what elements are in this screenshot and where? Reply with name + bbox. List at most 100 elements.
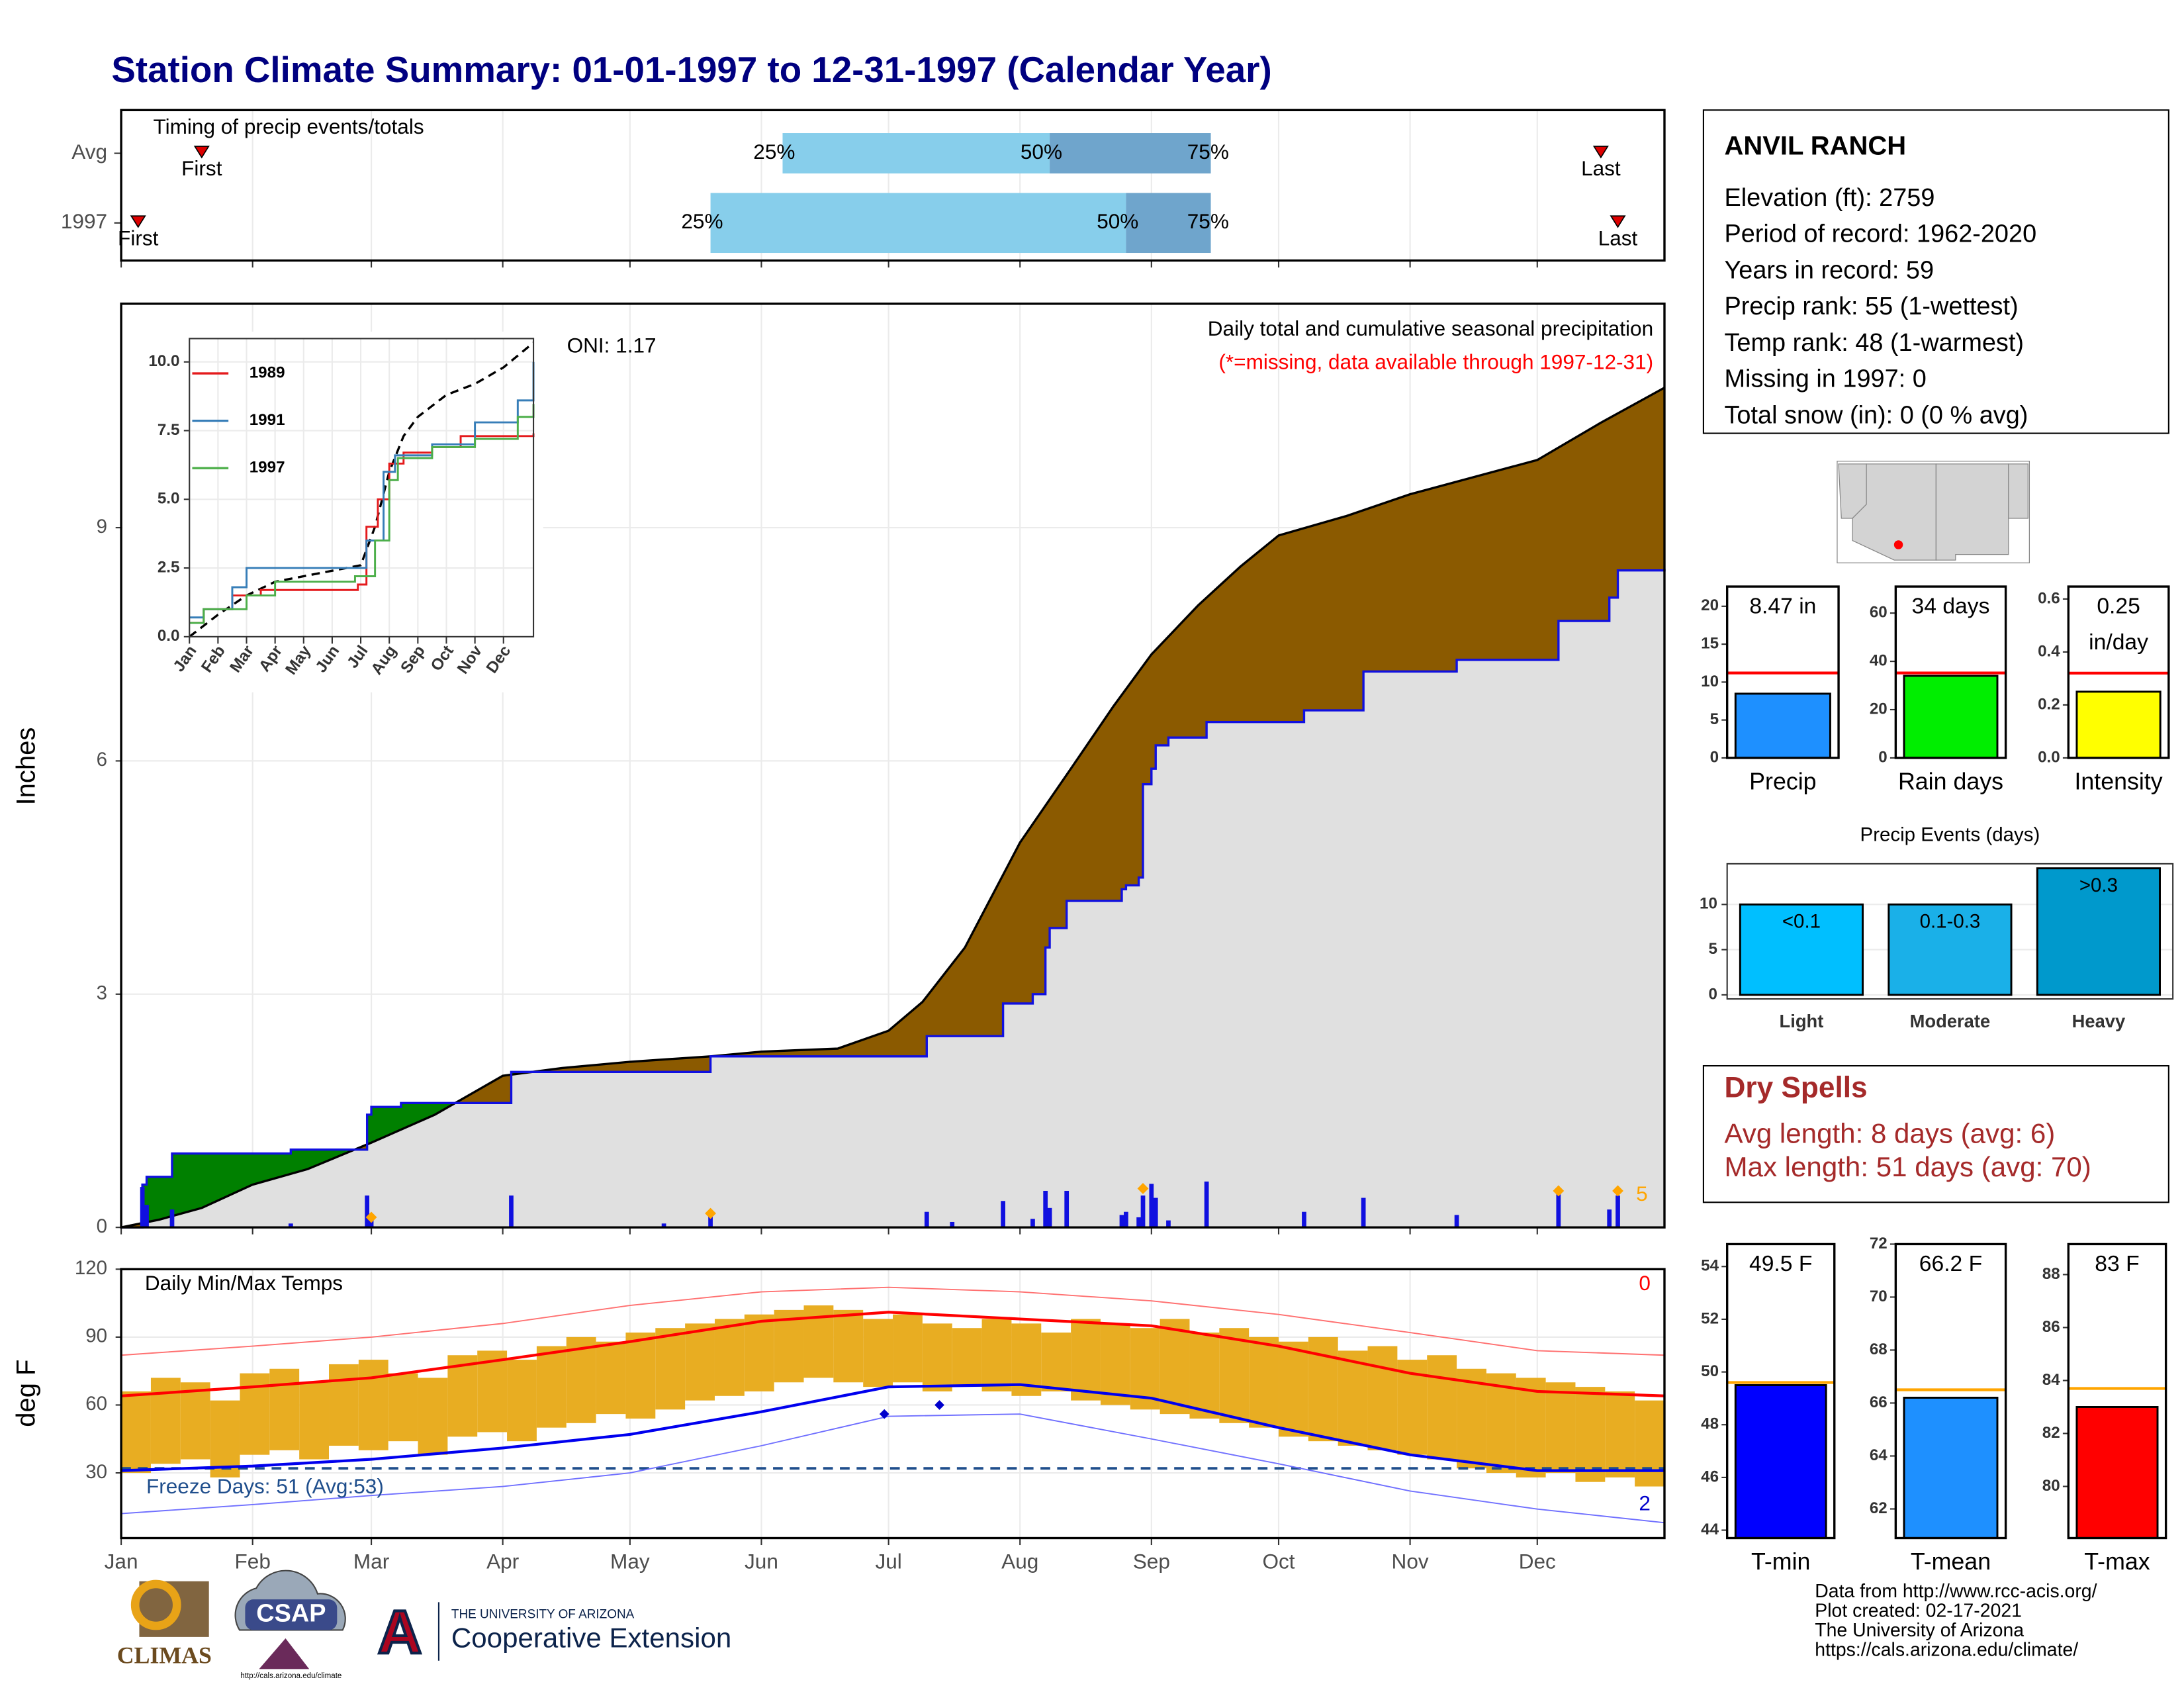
station-line: Period of record: 1962-2020: [1724, 220, 2036, 248]
quartile-bar: [782, 133, 1050, 174]
row-label: Avg: [71, 140, 107, 164]
x-tick-label: Feb: [235, 1550, 271, 1573]
plot-frame: [120, 109, 1666, 262]
avg-line: [120, 387, 1665, 1229]
legend-label: 1989: [250, 363, 285, 381]
record-max-line: [121, 1286, 1665, 1356]
temp-bar: [150, 1378, 181, 1464]
temp-bar: [121, 1391, 151, 1474]
csap-text: CSAP: [256, 1599, 326, 1627]
y-tick-label: 54: [1701, 1257, 1719, 1275]
daily-bar: [1001, 1201, 1005, 1228]
extreme-marker: [1612, 1185, 1623, 1197]
temp-bar: [1219, 1328, 1250, 1423]
y-tick-label: 50: [1701, 1362, 1719, 1380]
x-tick-label: Heavy: [2072, 1011, 2126, 1031]
temp-bar: [1279, 1341, 1308, 1437]
dry-spell-line: Max length: 51 days (avg: 70): [1724, 1151, 2091, 1182]
daily-bar: [1361, 1197, 1366, 1228]
temp-bar: [299, 1382, 330, 1460]
event-label: Last: [1598, 226, 1638, 250]
page-title: Station Climate Summary: 01-01-1997 to 1…: [111, 49, 1271, 90]
temp-bar: [447, 1355, 478, 1437]
temp-bar: [1457, 1368, 1486, 1469]
temp-bar: [1427, 1355, 1457, 1460]
value-label: 0.25: [2097, 594, 2140, 619]
chart-title: Daily Min/Max Temps: [145, 1271, 343, 1295]
climas-logo: [130, 1579, 181, 1630]
y-tick-label: 62: [1870, 1499, 1888, 1517]
bar: [1739, 903, 1864, 996]
bar-label: <0.1: [1782, 910, 1821, 932]
summary-bar: [1734, 692, 1831, 759]
value-label: 66.2 F: [1919, 1252, 1982, 1276]
daily-bar: [1140, 1196, 1146, 1228]
plot-frame: [120, 303, 1666, 1229]
y-tick-label: 0.6: [2038, 589, 2060, 607]
temp-bar: [922, 1323, 952, 1391]
bar-label: >0.3: [2079, 874, 2118, 896]
y-tick-label: 82: [2042, 1424, 2060, 1442]
event-label: First: [118, 226, 159, 250]
temp-bar: [774, 1309, 804, 1383]
x-tick-label: Sep: [1133, 1550, 1170, 1573]
inset-frame: [189, 338, 535, 637]
y-tick-label: 60: [85, 1393, 107, 1415]
y-tick-label: 52: [1701, 1309, 1719, 1327]
summary-bar: [1903, 675, 1999, 759]
daily-bar: [1043, 1190, 1048, 1228]
temp-bar: [685, 1323, 715, 1401]
y-tick-label: 84: [2042, 1371, 2060, 1389]
station-line: Precip rank: 55 (1-wettest): [1724, 293, 2018, 320]
y-tick-label: 0: [1878, 748, 1887, 766]
x-tick-label: Jan: [105, 1550, 138, 1573]
temp-bar: [655, 1328, 686, 1410]
value-label: 83 F: [2095, 1252, 2139, 1276]
temp-bar: [507, 1360, 537, 1442]
event-marker: [1592, 146, 1609, 159]
temp-bar: [1041, 1333, 1071, 1391]
station-line: Temp rank: 48 (1-warmest): [1724, 329, 2024, 357]
event-label: Last: [1581, 156, 1621, 180]
y-tick-label: 60: [1870, 604, 1888, 622]
y-tick-label: 5.0: [158, 490, 180, 508]
y-tick-label: 70: [1870, 1288, 1888, 1305]
summary-bar: [1903, 1397, 1999, 1539]
legend-label: 1997: [250, 459, 285, 477]
avg-min-line: [121, 1383, 1664, 1472]
summary-bar: [2075, 1406, 2159, 1539]
daily-bar: [708, 1215, 713, 1228]
temp-bar: [625, 1333, 656, 1419]
panel-frame: [1894, 1243, 2007, 1540]
temp-bar: [329, 1364, 359, 1446]
record-min-line: [121, 1413, 1665, 1524]
station-box: [1702, 109, 2169, 434]
x-tick-label: May: [610, 1550, 650, 1573]
bar: [1888, 903, 2013, 996]
x-tick-label: Aug: [1001, 1550, 1038, 1573]
csap-mountain: [259, 1638, 310, 1669]
y-tick-label: 7.5: [158, 421, 180, 439]
panel-frame: [2067, 1243, 2167, 1540]
daily-bar: [144, 1205, 149, 1228]
value-label: 49.5 F: [1749, 1252, 1812, 1276]
record-low-count: 2: [1639, 1491, 1651, 1515]
daily-bar: [509, 1196, 514, 1228]
panel-frame: [1726, 585, 1840, 759]
daily-bar: [1166, 1220, 1171, 1228]
freeze-label: Freeze Days: 51 (Avg:53): [146, 1474, 384, 1498]
x-tick-label: Jun: [745, 1550, 778, 1573]
temp-bar: [180, 1382, 210, 1460]
x-tick-label: Apr: [486, 1550, 519, 1573]
annotation: Daily total and cumulative seasonal prec…: [1208, 316, 1653, 340]
current-line: [121, 569, 1666, 1229]
temp-bar: [269, 1368, 300, 1450]
y-tick-label: 20: [1701, 596, 1719, 614]
extreme-marker: [705, 1207, 716, 1219]
y-tick-label: 48: [1701, 1415, 1719, 1433]
y-tick-label: 72: [1870, 1235, 1888, 1252]
temp-bar: [1545, 1382, 1576, 1474]
daily-bar: [1030, 1219, 1035, 1228]
record-high-count: 0: [1639, 1271, 1651, 1295]
temp-bar: [893, 1314, 923, 1383]
